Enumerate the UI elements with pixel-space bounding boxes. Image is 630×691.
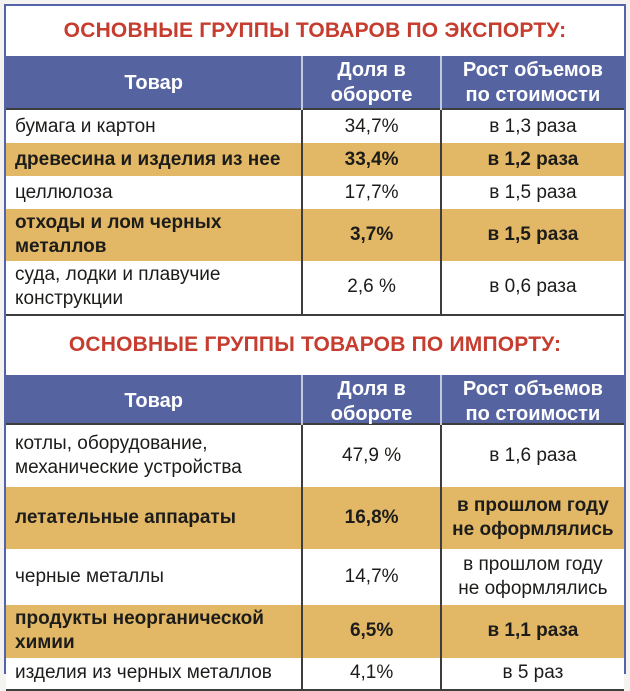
product-cell: летательные аппараты	[6, 487, 301, 549]
share-cell: 16,8%	[301, 487, 439, 549]
share-cell: 6,5%	[301, 605, 439, 658]
table-row: черные металлы 14,7% в прошлом году не о…	[6, 549, 624, 605]
column-header-product: Товар	[6, 56, 301, 110]
growth-cell: в 1,5 раза	[440, 176, 624, 209]
table-row: целлюлоза 17,7% в 1,5 раза	[6, 176, 624, 209]
export-table-title: ОСНОВНЫЕ ГРУППЫ ТОВАРОВ ПО ЭКСПОРТУ:	[64, 19, 567, 43]
share-cell: 2,6 %	[301, 261, 439, 314]
growth-cell: в прошлом году не оформлялись	[440, 549, 624, 605]
growth-cell: в 0,6 раза	[440, 261, 624, 314]
product-cell: суда, лодки и плавучие конструкции	[6, 261, 301, 314]
product-cell: древесина и изделия из нее	[6, 143, 301, 176]
column-header-share: Доля в обороте	[301, 375, 439, 429]
column-header-share: Доля в обороте	[301, 56, 439, 110]
table-row: котлы, оборудование, механические устрой…	[6, 425, 624, 487]
table-row: летательные аппараты 16,8% в прошлом год…	[6, 487, 624, 549]
import-table-title: ОСНОВНЫЕ ГРУППЫ ТОВАРОВ ПО ИМПОРТУ:	[69, 333, 561, 357]
growth-cell: в 1,3 раза	[440, 110, 624, 143]
product-cell: целлюлоза	[6, 176, 301, 209]
column-header-growth: Рост объемов по стоимости	[440, 375, 624, 429]
growth-cell: в прошлом году не оформлялись	[440, 487, 624, 549]
infographic-frame: ОСНОВНЫЕ ГРУППЫ ТОВАРОВ ПО ЭКСПОРТУ: Тов…	[4, 4, 626, 674]
import-title-band: ОСНОВНЫЕ ГРУППЫ ТОВАРОВ ПО ИМПОРТУ:	[6, 316, 624, 375]
share-cell: 4,1%	[301, 658, 439, 689]
import-table-body: котлы, оборудование, механические устрой…	[6, 425, 624, 691]
growth-cell: в 1,2 раза	[440, 143, 624, 176]
product-cell: изделия из черных металлов	[6, 658, 301, 689]
share-cell: 3,7%	[301, 209, 439, 261]
growth-cell: в 1,5 раза	[440, 209, 624, 261]
product-cell: черные металлы	[6, 549, 301, 605]
share-cell: 47,9 %	[301, 425, 439, 487]
share-cell: 33,4%	[301, 143, 439, 176]
growth-cell: в 5 раз	[440, 658, 624, 689]
growth-cell: в 1,6 раза	[440, 425, 624, 487]
export-table-body: бумага и картон 34,7% в 1,3 раза древеси…	[6, 110, 624, 316]
table-row: древесина и изделия из нее 33,4% в 1,2 р…	[6, 143, 624, 176]
export-title-band: ОСНОВНЫЕ ГРУППЫ ТОВАРОВ ПО ЭКСПОРТУ:	[6, 6, 624, 56]
product-cell: отходы и лом черных металлов	[6, 209, 301, 261]
column-header-growth: Рост объемов по стоимости	[440, 56, 624, 110]
export-table-header: Товар Доля в обороте Рост объемов по сто…	[6, 56, 624, 110]
column-header-product: Товар	[6, 375, 301, 429]
table-row: суда, лодки и плавучие конструкции 2,6 %…	[6, 261, 624, 314]
product-cell: продукты неорганической химии	[6, 605, 301, 658]
share-cell: 17,7%	[301, 176, 439, 209]
product-cell: котлы, оборудование, механические устрой…	[6, 425, 301, 487]
share-cell: 14,7%	[301, 549, 439, 605]
share-cell: 34,7%	[301, 110, 439, 143]
product-cell: бумага и картон	[6, 110, 301, 143]
table-row: бумага и картон 34,7% в 1,3 раза	[6, 110, 624, 143]
table-row: отходы и лом черных металлов 3,7% в 1,5 …	[6, 209, 624, 261]
table-row: продукты неорганической химии 6,5% в 1,1…	[6, 605, 624, 658]
import-table-header: Товар Доля в обороте Рост объемов по сто…	[6, 375, 624, 425]
growth-cell: в 1,1 раза	[440, 605, 624, 658]
table-row: изделия из черных металлов 4,1% в 5 раз	[6, 658, 624, 689]
